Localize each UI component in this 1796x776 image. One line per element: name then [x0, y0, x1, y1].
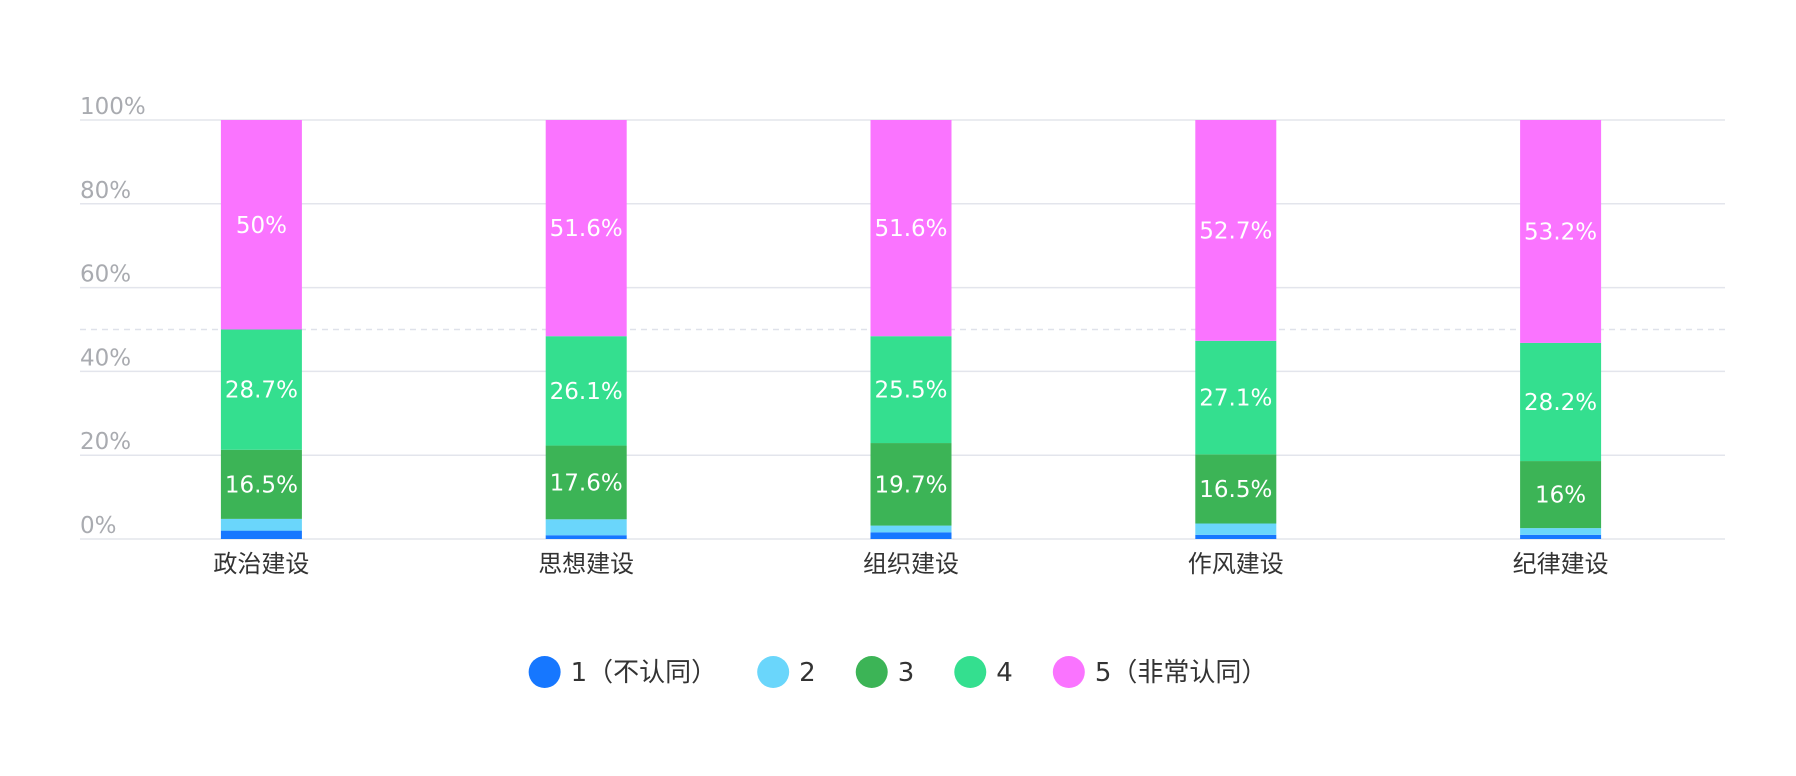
y-tick-label: 80% [80, 178, 131, 204]
y-axis-ticks: 0% 20% 40% 60% 80% 100% [80, 94, 146, 539]
bar-segment [870, 120, 952, 337]
bar-segment [1195, 340, 1277, 455]
data-label: 26.1% [550, 379, 623, 405]
bar-segment [870, 525, 952, 533]
legend-marker [528, 656, 561, 688]
bar-segment [220, 120, 302, 330]
y-tick-label: 100% [80, 94, 146, 120]
bar-segment [545, 535, 627, 539]
bar-segment [1195, 534, 1277, 539]
bar-segment [545, 519, 627, 536]
x-category-label: 纪律建设 [1513, 550, 1609, 578]
bar-segment [545, 445, 627, 520]
bar-segment [1195, 523, 1277, 535]
data-label: 52.7% [1199, 218, 1272, 244]
data-label: 51.6% [550, 216, 623, 242]
legend-marker [1052, 656, 1085, 688]
data-label: 17.6% [550, 470, 623, 496]
bars [220, 120, 1602, 539]
bar-segment [1520, 461, 1602, 529]
data-label: 16.5% [225, 472, 298, 498]
bar-segment [870, 443, 952, 526]
x-category-label: 思想建设 [538, 550, 634, 578]
data-label: 28.7% [225, 378, 298, 404]
bar-segment [870, 532, 952, 539]
legend-label: 4 [996, 658, 1013, 688]
legend-item[interactable]: 2 [757, 656, 816, 688]
bar-segment [1195, 120, 1277, 341]
bar-segment [1520, 342, 1602, 462]
bar-segment [1520, 534, 1602, 539]
y-tick-label: 0% [80, 513, 117, 539]
bar-segment [870, 336, 952, 444]
legend-item[interactable]: 3 [855, 656, 915, 688]
data-label: 16% [1535, 483, 1586, 509]
data-label: 51.6% [874, 216, 947, 242]
data-label: 27.1% [1199, 386, 1272, 412]
data-label: 50% [236, 213, 287, 239]
legend-label: 1（不认同） [571, 658, 718, 688]
legend: 1（不认同） 2 3 4 5（非常认同） [528, 656, 1268, 688]
bar-segment [1520, 528, 1602, 535]
data-label: 19.7% [874, 472, 947, 498]
legend-marker [757, 656, 790, 688]
legend-label: 3 [898, 658, 915, 688]
bar-segment [1520, 120, 1602, 343]
bar-segment [220, 530, 302, 539]
bar-segment [545, 120, 627, 337]
legend-marker [954, 656, 987, 688]
data-label: 25.5% [874, 378, 947, 404]
data-label: 16.5% [1199, 477, 1272, 503]
x-category-label: 组织建设 [863, 550, 959, 578]
bar-segment [220, 329, 302, 450]
legend-item[interactable]: 5（非常认同） [1052, 656, 1268, 688]
legend-item[interactable]: 1（不认同） [528, 656, 718, 688]
legend-marker [855, 656, 888, 688]
y-tick-label: 40% [80, 345, 131, 371]
bar-segment [545, 336, 627, 446]
legend-label: 2 [799, 658, 816, 688]
legend-item[interactable]: 4 [954, 656, 1013, 688]
legend-label: 5（非常认同） [1095, 658, 1268, 688]
bar-segment [1195, 454, 1277, 524]
data-label: 53.2% [1524, 219, 1597, 245]
x-axis-categories: 政治建设 思想建设 组织建设 作风建设 纪律建设 [213, 550, 1608, 578]
y-tick-label: 20% [80, 429, 131, 455]
x-category-label: 作风建设 [1188, 550, 1284, 578]
data-labels: 16.5% 28.7% 50% 17.6% 26.1% 51.6% 19.7% 25.5% 51… [225, 213, 1597, 509]
y-tick-label: 60% [80, 262, 131, 288]
x-category-label: 政治建设 [213, 550, 309, 578]
bar-segment [220, 518, 302, 531]
bar-segment [220, 449, 302, 519]
data-label: 28.2% [1524, 390, 1597, 416]
